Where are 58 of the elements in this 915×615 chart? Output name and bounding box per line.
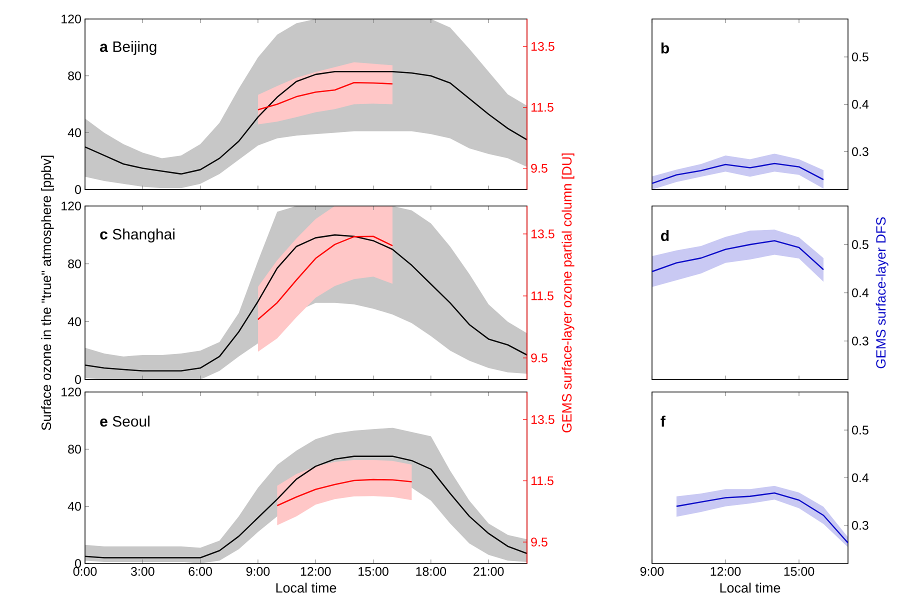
y-tick-label: 80	[68, 71, 81, 80]
y-tick-label: 120	[62, 388, 81, 396]
x-tick-label: 15:00	[784, 567, 814, 576]
y2-tick-label: 9.5	[531, 538, 548, 546]
y2-tick-label: 9.5	[531, 164, 548, 173]
text: c Shanghai	[100, 228, 174, 242]
y-tick-label: 120	[62, 202, 81, 210]
y-tick-label: 0	[75, 559, 81, 568]
x-axis-title: Local time	[720, 582, 780, 593]
text: f	[660, 416, 666, 427]
y2-axis-title: GEMS surface-layer ozone partial column [DU]	[562, 153, 574, 432]
y-tick-label: 40	[68, 502, 81, 511]
y-tick-label: 0.3	[852, 520, 868, 530]
x-tick-label: 12:00	[710, 567, 741, 576]
y-tick-label: 0.4	[852, 473, 869, 482]
y-tick-label: 40	[68, 128, 81, 138]
y-tick-label: 80	[68, 444, 81, 454]
x-tick-label: 9:00	[640, 567, 664, 576]
y-tick-label: 40	[68, 317, 81, 326]
line-series	[676, 492, 848, 544]
x-tick-label: 3:00	[130, 567, 154, 576]
y-tick-label: 80	[68, 259, 81, 268]
text: d	[661, 230, 669, 242]
y-tick-label: 0.4	[852, 100, 869, 109]
y-tick-label: 0.5	[852, 426, 868, 435]
line-series	[276, 478, 412, 506]
x-axis-title: Local time	[276, 582, 336, 593]
text: e Seoul	[100, 416, 150, 427]
y-tick-label: 0	[75, 185, 81, 194]
text: b	[661, 42, 669, 54]
y-axis-title: Surface ozone in the "true" atmosphere [ppbv]	[41, 156, 54, 430]
y2-tick-label: 11.5	[531, 292, 554, 300]
line-series	[652, 162, 824, 184]
x-tick-label: 21:00	[474, 567, 504, 576]
line-series	[257, 236, 394, 320]
x-tick-label: 15:00	[358, 567, 388, 576]
y-tick-label: 0.5	[852, 240, 868, 249]
y2-tick-label: 11.5	[531, 102, 554, 112]
y-axis-title: GEMS surface-layer DFS	[876, 217, 888, 368]
line-series	[257, 82, 394, 110]
y-tick-label: 0.3	[852, 147, 868, 156]
y2-tick-label: 13.5	[531, 229, 554, 238]
x-tick-label: 12:00	[300, 567, 331, 576]
line-series	[652, 240, 824, 272]
x-tick-label: 6:00	[188, 567, 212, 576]
y2-tick-label: 13.5	[532, 415, 554, 424]
x-tick-label: 18:00	[416, 567, 446, 576]
x-tick-label: 0:00	[73, 567, 97, 576]
text: a Beijing	[100, 41, 156, 55]
y-tick-label: 0	[75, 375, 81, 384]
x-tick-label: 9:00	[246, 567, 270, 576]
y2-tick-label: 11.5	[532, 476, 554, 486]
y-tick-label: 0.3	[852, 336, 868, 346]
y-tick-label: 120	[62, 14, 81, 24]
y-tick-label: 0.5	[852, 52, 868, 62]
y-tick-label: 0.4	[852, 288, 869, 298]
y2-tick-label: 13.5	[531, 42, 554, 51]
y2-tick-label: 9.5	[531, 353, 548, 362]
